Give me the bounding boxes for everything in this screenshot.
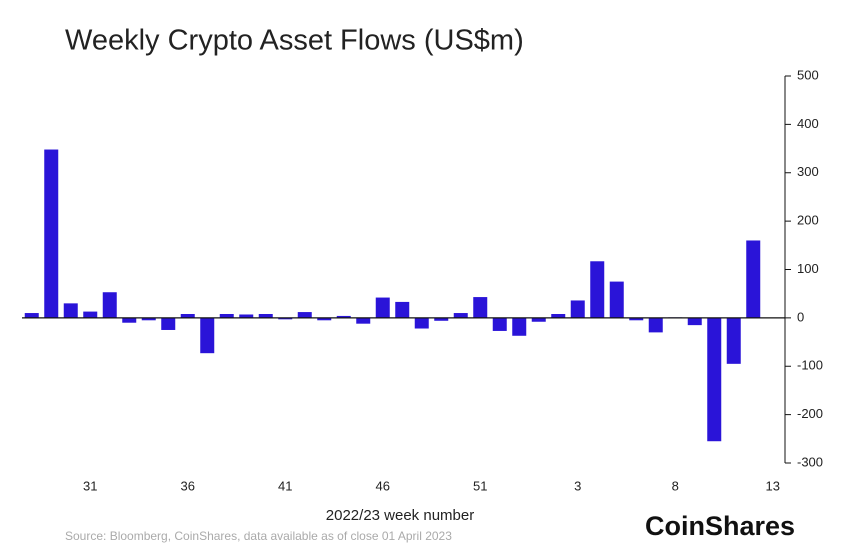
bar — [746, 240, 761, 318]
bar — [141, 317, 156, 321]
bar — [707, 317, 722, 442]
bar — [83, 311, 98, 318]
bar — [609, 281, 624, 318]
bar — [570, 300, 585, 318]
bar — [375, 297, 390, 318]
bar — [258, 314, 273, 318]
x-tick-label: 51 — [473, 478, 487, 493]
bar — [278, 317, 293, 320]
chart-title: Weekly Crypto Asset Flows (US$m) — [65, 25, 524, 57]
source-note: Source: Bloomberg, CoinShares, data avai… — [65, 529, 452, 543]
y-tick-label: 300 — [797, 164, 819, 179]
bar — [629, 317, 644, 321]
bar — [336, 315, 351, 318]
x-axis-label: 2022/23 week number — [326, 507, 474, 524]
bar — [395, 301, 410, 318]
bar — [200, 317, 215, 354]
bar — [492, 317, 507, 331]
bar — [297, 312, 312, 318]
y-tick-label: 100 — [797, 261, 819, 276]
bar — [687, 317, 702, 326]
bar — [161, 317, 176, 330]
y-tick-label: 400 — [797, 116, 819, 131]
bar — [219, 314, 234, 318]
bar — [414, 317, 429, 329]
bar — [102, 292, 117, 318]
x-tick-label: 3 — [574, 478, 581, 493]
x-tick-label: 31 — [83, 478, 97, 493]
x-tick-label: 8 — [672, 478, 679, 493]
y-tick-label: -300 — [797, 454, 823, 469]
y-tick-label: 200 — [797, 213, 819, 228]
bar — [122, 317, 137, 323]
bar — [356, 317, 371, 324]
bar — [63, 303, 78, 318]
bar — [453, 313, 468, 318]
bar — [317, 317, 332, 321]
y-tick-label: -100 — [797, 358, 823, 373]
bar — [512, 317, 527, 336]
bar — [44, 149, 59, 318]
x-tick-label: 13 — [766, 478, 780, 493]
bar — [551, 314, 566, 318]
bar — [180, 314, 195, 318]
bar — [648, 317, 663, 333]
x-tick-label: 46 — [376, 478, 390, 493]
y-tick-label: 0 — [797, 309, 804, 324]
bar — [531, 317, 546, 322]
y-tick-label: -200 — [797, 406, 823, 421]
bar — [239, 314, 254, 318]
x-tick-label: 36 — [181, 478, 195, 493]
bar — [434, 317, 449, 321]
bar — [590, 261, 605, 318]
bar — [726, 317, 741, 364]
y-tick-label: 500 — [797, 67, 819, 82]
bar — [473, 297, 488, 318]
bar — [24, 313, 39, 318]
logo: CoinShares — [645, 511, 795, 541]
x-tick-label: 41 — [278, 478, 292, 493]
